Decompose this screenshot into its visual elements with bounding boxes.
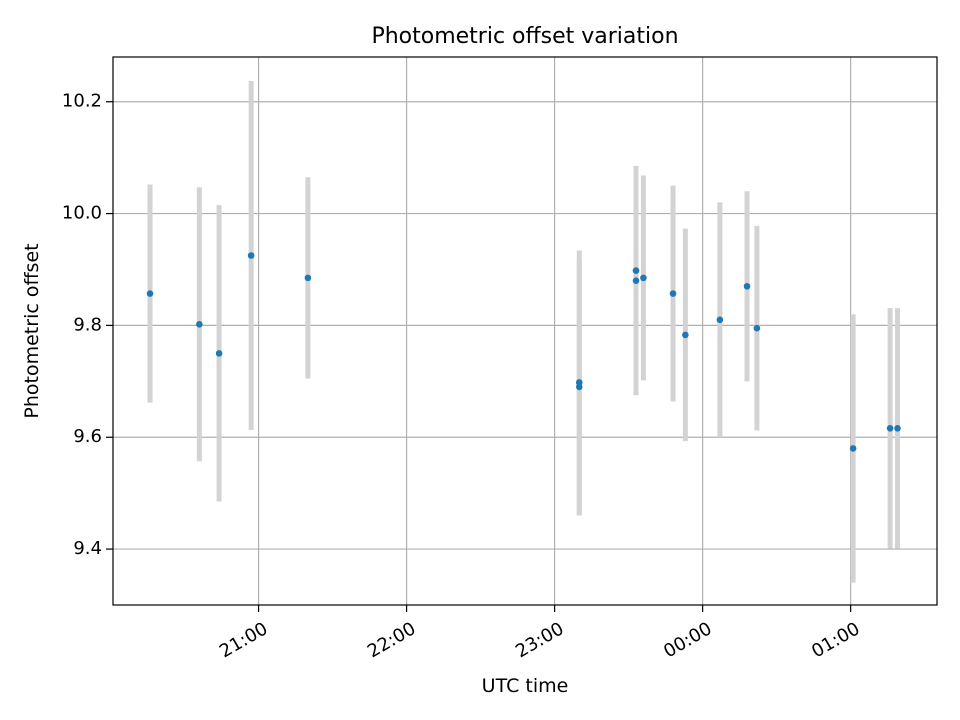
data-point bbox=[716, 316, 724, 324]
data-point bbox=[682, 331, 689, 339]
data-point bbox=[146, 290, 154, 297]
plot-frame bbox=[112, 56, 938, 606]
data-point bbox=[849, 445, 857, 452]
data-point bbox=[632, 277, 640, 284]
data-point bbox=[669, 290, 677, 297]
data-point bbox=[886, 424, 894, 432]
data-point bbox=[575, 383, 583, 391]
y-tick-label: 9.6 bbox=[73, 426, 102, 447]
chart-title: Photometric offset variation bbox=[371, 24, 678, 49]
y-axis-ticks: 9.4 9.6 9.8 10.0 10.2 bbox=[62, 91, 113, 559]
data-point bbox=[196, 320, 203, 328]
x-axis-label: UTC time bbox=[482, 675, 569, 697]
data-point bbox=[640, 274, 647, 282]
data-point bbox=[632, 267, 640, 274]
data-points bbox=[146, 252, 901, 452]
data-point bbox=[753, 324, 761, 332]
data-point bbox=[743, 282, 751, 290]
data-point bbox=[247, 252, 255, 259]
y-axis-label: Photometric offset bbox=[21, 243, 43, 418]
y-tick-label: 9.8 bbox=[73, 314, 102, 335]
y-tick-label: 9.4 bbox=[73, 538, 102, 559]
data-point bbox=[894, 424, 901, 432]
data-point bbox=[304, 274, 312, 282]
data-point bbox=[215, 350, 223, 357]
y-tick-label: 10.2 bbox=[62, 91, 102, 112]
y-tick-label: 10.0 bbox=[62, 203, 102, 224]
